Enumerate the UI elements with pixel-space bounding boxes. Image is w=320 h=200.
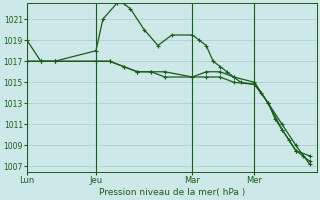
X-axis label: Pression niveau de la mer( hPa ): Pression niveau de la mer( hPa ) [99, 188, 245, 197]
